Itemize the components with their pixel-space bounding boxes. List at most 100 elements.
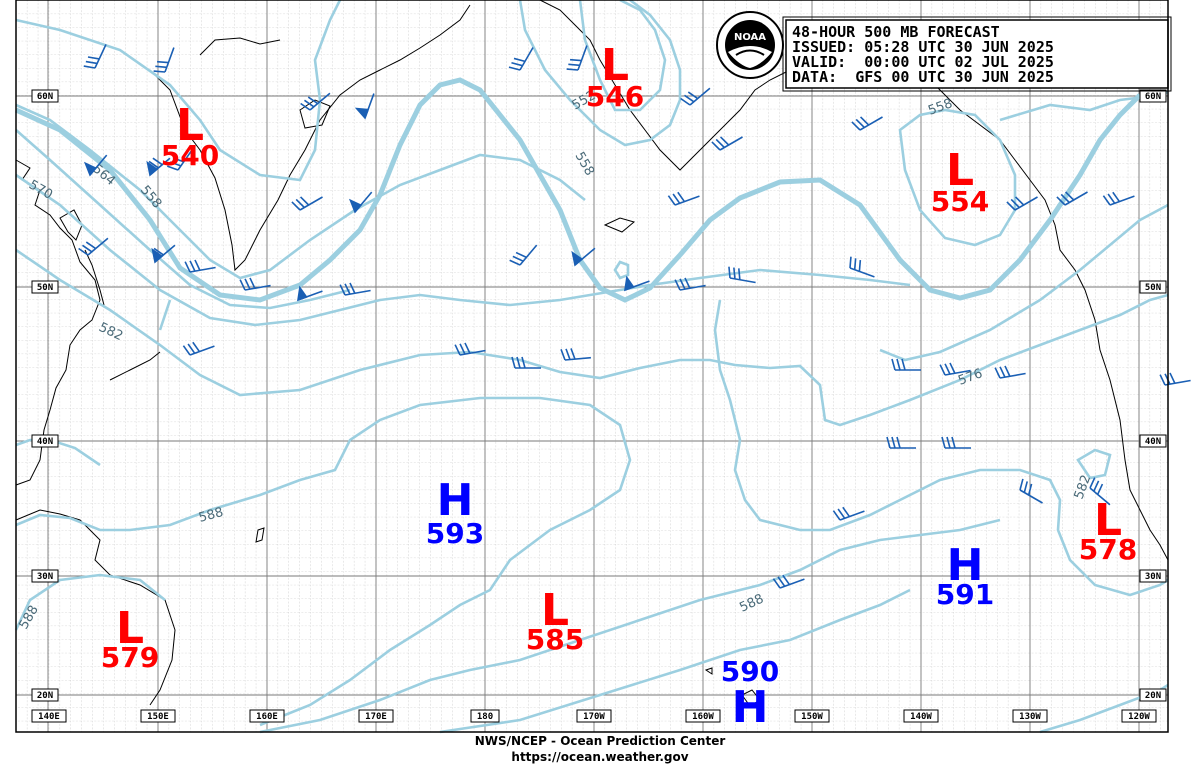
system-value: 554: [931, 185, 989, 218]
wind-barb: [1102, 191, 1135, 206]
lat-label: 60N: [37, 92, 53, 102]
header-issued: ISSUED: 05:28 UTC 30 JUN 2025: [792, 38, 1054, 56]
lat-label-left: 60N 50N 40N 30N 20N: [31, 89, 59, 702]
wind-barb: [832, 506, 865, 521]
wind-barb: [83, 154, 108, 177]
wind-barb: [354, 93, 375, 120]
system-value: 591: [936, 578, 994, 611]
wind-barb: [849, 256, 875, 278]
wind-barb: [728, 266, 756, 284]
lon-label: 170E: [365, 712, 387, 722]
footer-url: https://ocean.weather.gov: [511, 750, 689, 764]
wind-barb: [1006, 196, 1038, 211]
wind-barb: [994, 365, 1026, 379]
wind-barb: [83, 44, 107, 69]
wind-barb: [1089, 477, 1111, 506]
wind-barb: [939, 362, 971, 376]
wind-barb: [166, 148, 194, 171]
system-letter: L: [946, 145, 974, 196]
wind-barb: [300, 92, 331, 111]
wind-barb: [348, 191, 373, 214]
system-letter: H: [947, 540, 984, 591]
wind-barb: [560, 348, 591, 361]
system-value: 585: [526, 623, 584, 656]
lat-label: 60N: [1145, 92, 1161, 102]
lat-label: 30N: [1145, 572, 1161, 582]
height-contour-bold: [14, 77, 1142, 303]
wind-barb: [78, 237, 109, 256]
wind-barb: [508, 47, 534, 71]
lon-label: 130W: [1019, 712, 1041, 722]
system-letter: L: [541, 585, 569, 636]
lon-label: 160E: [256, 712, 278, 722]
system-value: 593: [426, 517, 484, 550]
wind-barb: [511, 356, 541, 369]
wind-barb: [151, 244, 176, 264]
header-title: 48-HOUR 500 MB FORECAST: [792, 23, 1000, 41]
wind-barb: [153, 47, 175, 73]
system-letter: L: [601, 40, 629, 91]
wind-barb: [291, 196, 323, 211]
lon-label: 150W: [801, 712, 823, 722]
wind-barb: [711, 136, 743, 151]
system-letter: L: [116, 603, 144, 654]
header-data: DATA: GFS 00 UTC 30 JUN 2025: [792, 68, 1054, 86]
wind-barb: [566, 45, 588, 71]
lat-label: 40N: [1145, 437, 1161, 447]
wind-barb: [339, 282, 371, 296]
lon-label: 120W: [1128, 712, 1150, 722]
wind-barb: [1019, 478, 1043, 504]
wind-barb: [239, 277, 271, 291]
noaa-seal-icon: NOAA: [716, 11, 784, 79]
wind-barb: [182, 341, 215, 356]
lon-label: 140W: [910, 712, 932, 722]
wind-barb: [941, 436, 971, 449]
lon-label: 150E: [147, 712, 169, 722]
wind-barb: [297, 285, 323, 302]
wind-barb: [509, 244, 538, 266]
footer: NWS/NCEP - Ocean Prediction Center https…: [0, 733, 1200, 765]
lon-label: 160W: [692, 712, 714, 722]
lat-label: 50N: [1145, 283, 1161, 293]
wind-barb: [674, 277, 706, 291]
forecast-header: 48-HOUR 500 MB FORECAST ISSUED: 05:28 UT…: [782, 16, 1172, 92]
wind-barb: [680, 87, 711, 106]
wind-barb: [891, 358, 921, 371]
wind-barb: [1056, 191, 1088, 206]
lat-label: 40N: [37, 437, 53, 447]
wind-barb: [146, 157, 171, 177]
system-value: 579: [101, 641, 159, 674]
logo-text: NOAA: [734, 32, 766, 43]
lat-label: 20N: [37, 691, 53, 701]
lat-label: 30N: [37, 572, 53, 582]
contour-label: 588: [197, 505, 225, 526]
lon-label: 140E: [38, 712, 60, 722]
system-letter: L: [176, 100, 204, 151]
wind-barb: [571, 247, 596, 267]
system-letter: H: [437, 475, 474, 526]
footer-org: NWS/NCEP - Ocean Prediction Center: [474, 734, 726, 748]
system-letter: H: [732, 682, 769, 733]
system-value: 546: [586, 80, 644, 113]
wind-barb: [886, 436, 916, 449]
system-value: 590: [721, 655, 779, 688]
wind-barb: [667, 191, 700, 206]
wind-barb: [454, 342, 486, 356]
lon-label: 170W: [583, 712, 605, 722]
lat-label-right: 60N 50N 40N 30N 20N: [1139, 89, 1167, 702]
system-letter: L: [1094, 495, 1122, 546]
wind-barb: [184, 259, 216, 273]
lat-label: 50N: [37, 283, 53, 293]
wind-barb: [624, 275, 650, 292]
